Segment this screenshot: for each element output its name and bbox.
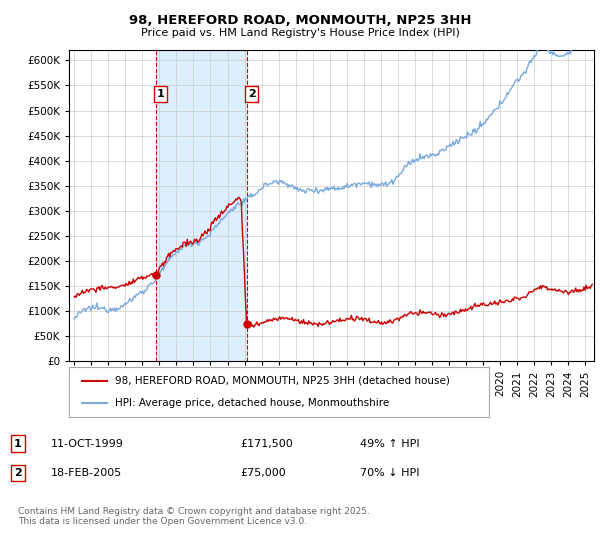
Text: £75,000: £75,000 [240,468,286,478]
Text: 2: 2 [248,89,256,99]
Text: 18-FEB-2005: 18-FEB-2005 [51,468,122,478]
Text: 49% ↑ HPI: 49% ↑ HPI [360,438,419,449]
Text: Contains HM Land Registry data © Crown copyright and database right 2025.
This d: Contains HM Land Registry data © Crown c… [18,507,370,526]
Text: 98, HEREFORD ROAD, MONMOUTH, NP25 3HH (detached house): 98, HEREFORD ROAD, MONMOUTH, NP25 3HH (d… [115,376,450,386]
Text: HPI: Average price, detached house, Monmouthshire: HPI: Average price, detached house, Monm… [115,398,389,408]
Bar [155,50,247,361]
Text: £171,500: £171,500 [240,438,293,449]
Text: 98, HEREFORD ROAD, MONMOUTH, NP25 3HH: 98, HEREFORD ROAD, MONMOUTH, NP25 3HH [129,14,471,27]
Text: 1: 1 [157,89,164,99]
Text: 11-OCT-1999: 11-OCT-1999 [51,438,124,449]
Text: 2: 2 [14,468,22,478]
Text: 1: 1 [14,438,22,449]
Text: Price paid vs. HM Land Registry's House Price Index (HPI): Price paid vs. HM Land Registry's House … [140,28,460,38]
Text: 70% ↓ HPI: 70% ↓ HPI [360,468,419,478]
